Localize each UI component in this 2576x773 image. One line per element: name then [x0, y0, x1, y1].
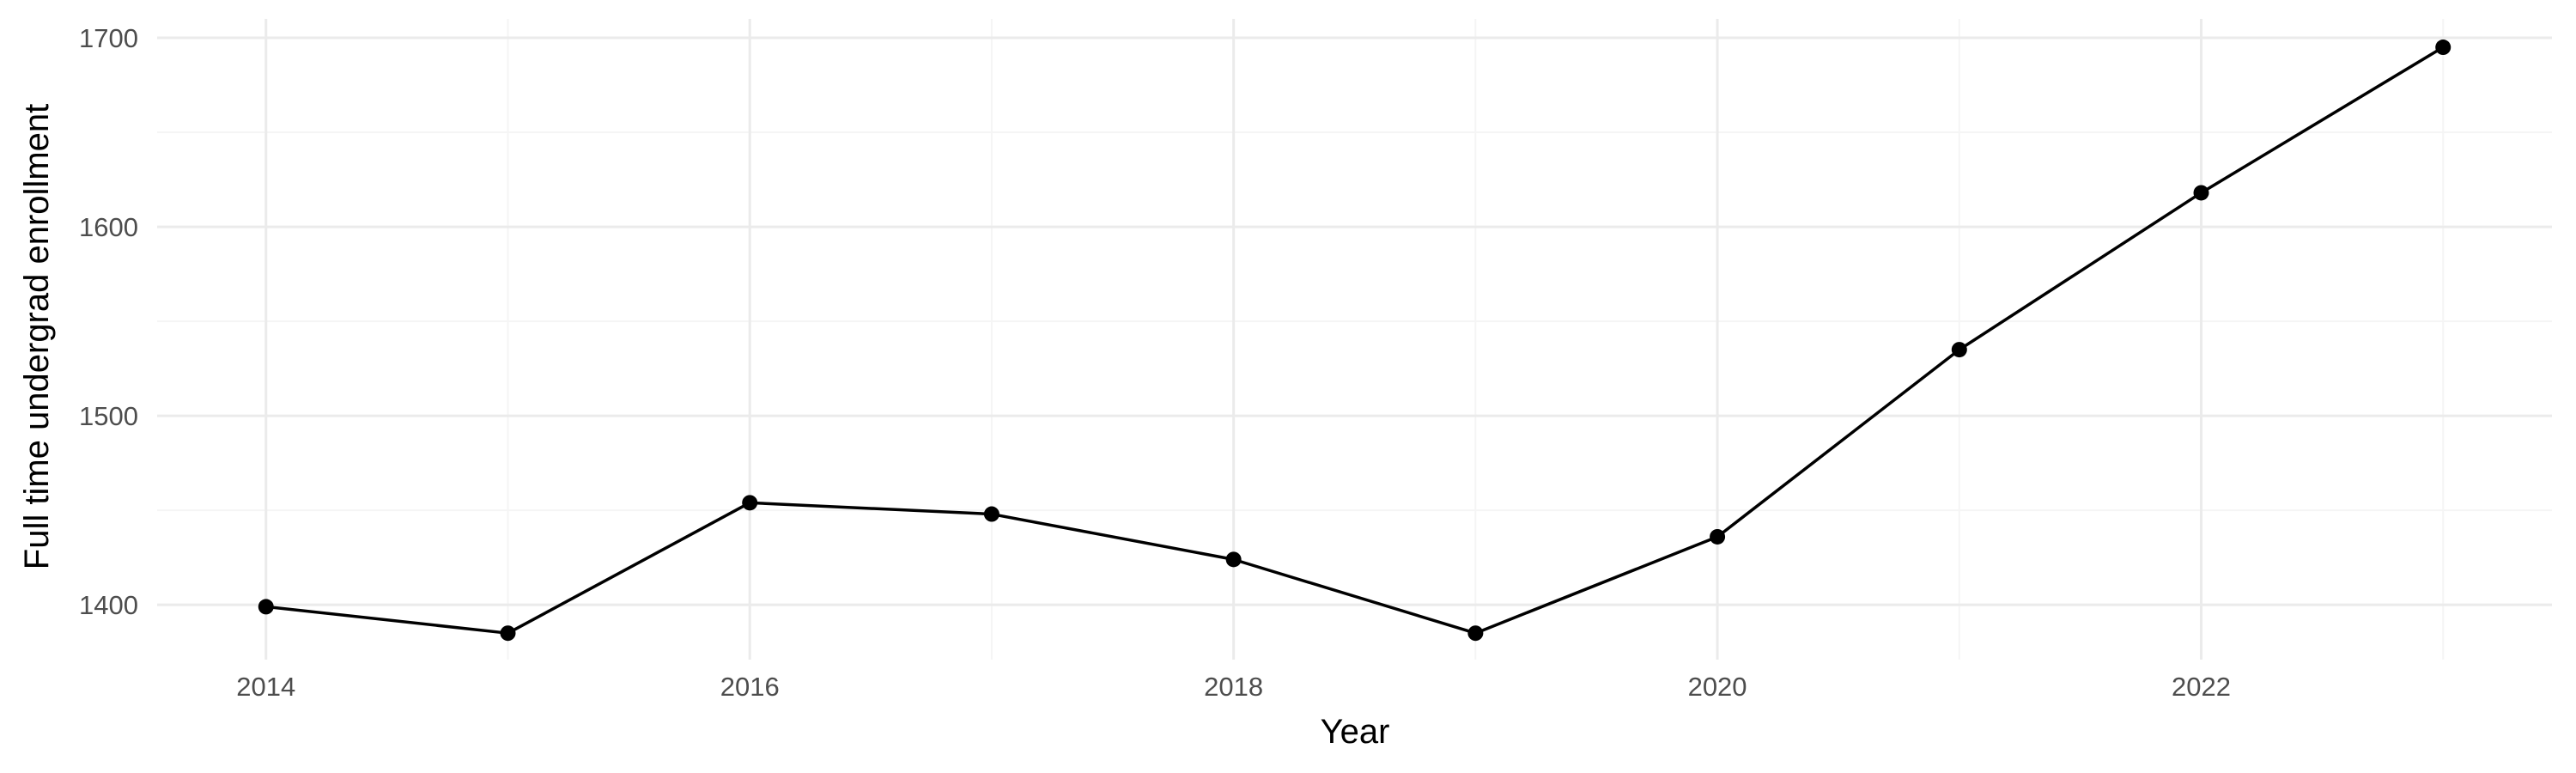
data-point: [1467, 625, 1484, 642]
data-point: [2193, 185, 2209, 201]
x-axis-title: Year: [1321, 713, 1390, 751]
data-point: [2435, 40, 2451, 56]
data-point: [983, 506, 999, 522]
tick-labels: 1400 1500 1600 1700 2014 2016 2018 2020 2022: [79, 23, 2231, 702]
grid: [157, 19, 2552, 660]
y-tick-label: 1700: [79, 23, 138, 53]
y-tick-label: 1600: [79, 212, 138, 242]
series-layer: [258, 40, 2451, 642]
data-point: [258, 599, 274, 615]
x-tick-label: 2014: [236, 672, 295, 702]
y-axis-title: Full time undergrad enrollment: [18, 104, 56, 569]
x-tick-label: 2020: [1688, 672, 1747, 702]
series-line: [264, 46, 2445, 635]
y-tick-label: 1400: [79, 590, 138, 620]
data-point: [1225, 551, 1242, 568]
data-point: [1951, 342, 1967, 358]
data-point: [500, 625, 516, 642]
data-point: [1710, 528, 1726, 545]
x-tick-label: 2022: [2172, 672, 2231, 702]
x-tick-label: 2016: [720, 672, 780, 702]
y-tick-label: 1500: [79, 401, 138, 431]
data-point: [742, 495, 758, 511]
x-tick-label: 2018: [1204, 672, 1263, 702]
